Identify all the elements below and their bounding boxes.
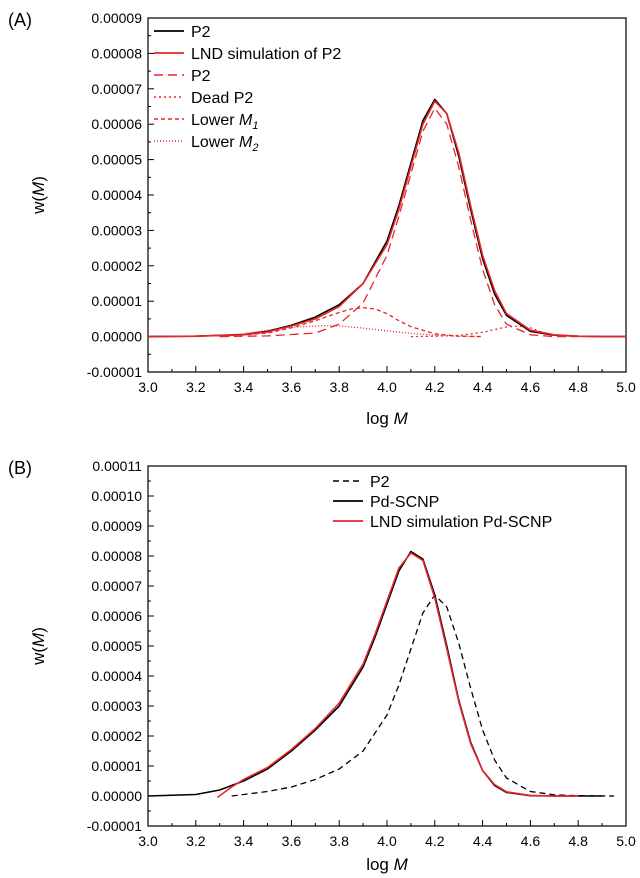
y-tick-label: 0.00010	[91, 488, 142, 504]
series-line-0	[231, 594, 615, 797]
x-axis-label: log M	[366, 409, 408, 428]
legend-label: LND simulation Pd-SCNP	[370, 514, 552, 531]
x-tick-label: 3.4	[234, 379, 254, 395]
panel-label: (A)	[8, 10, 32, 30]
series-line-3	[410, 325, 579, 338]
y-tick-label: 0.00003	[91, 222, 142, 238]
legend-label: Lower M1	[191, 112, 258, 132]
y-tick-label: 0.00000	[91, 329, 142, 345]
legend-label: Lower M2	[191, 134, 258, 154]
x-tick-label: 5.0	[616, 379, 636, 395]
x-tick-label: 3.2	[186, 379, 206, 395]
x-tick-label: 3.0	[138, 379, 158, 395]
y-tick-label: 0.00006	[91, 116, 142, 132]
y-tick-label: 0.00011	[92, 458, 142, 474]
y-tick-label: 0.00008	[91, 45, 142, 61]
y-tick-label: 0.00009	[91, 10, 142, 26]
x-tick-label: 3.6	[282, 379, 302, 395]
x-tick-label: 3.8	[329, 833, 349, 849]
legend-label: P2	[191, 24, 211, 41]
x-tick-label: 3.8	[329, 379, 349, 395]
x-tick-label: 5.0	[616, 833, 636, 849]
plot-frame	[147, 17, 627, 373]
y-tick-label: 0.00003	[91, 698, 142, 714]
series-line-5	[195, 324, 483, 338]
y-tick-label: 0.00006	[91, 608, 142, 624]
x-tick-label: 3.0	[138, 833, 158, 849]
y-tick-label: 0.00002	[91, 258, 142, 274]
y-tick-label: 0.00004	[91, 668, 142, 684]
x-tick-label: 3.2	[186, 833, 206, 849]
y-tick-label: 0.00001	[91, 293, 142, 309]
panel-label: (B)	[8, 458, 32, 478]
y-tick-label: 0.00001	[91, 758, 142, 774]
y-tick-label: 0.00007	[91, 578, 142, 594]
legend-label: P2	[191, 68, 211, 85]
y-tick-label: 0.00004	[91, 187, 142, 203]
x-tick-label: 4.8	[568, 379, 588, 395]
y-axis-label: w(M)	[29, 176, 48, 215]
x-tick-label: 4.2	[425, 379, 445, 395]
y-axis-label: w(M)	[29, 627, 48, 666]
x-tick-label: 4.0	[377, 379, 397, 395]
x-tick-label: 4.8	[568, 833, 588, 849]
x-tick-label: 4.4	[473, 833, 493, 849]
x-tick-label: 4.4	[473, 379, 493, 395]
x-tick-label: 4.6	[521, 833, 541, 849]
x-tick-label: 4.2	[425, 833, 445, 849]
series-line-2	[219, 107, 579, 338]
series-line-1	[148, 100, 626, 338]
x-tick-label: 4.6	[521, 379, 541, 395]
y-tick-label: 0.00007	[91, 81, 142, 97]
series-line-4	[219, 306, 483, 338]
x-tick-label: 4.0	[377, 833, 397, 849]
series-line-1	[148, 550, 603, 797]
y-tick-label: 0.00005	[91, 638, 142, 654]
legend-label: LND simulation of P2	[191, 46, 341, 63]
y-tick-label: 0.00008	[91, 548, 142, 564]
legend-label: Pd-SCNP	[370, 494, 439, 511]
legend-label: P2	[370, 474, 390, 491]
legend-label: Dead P2	[191, 90, 253, 107]
series-line-2	[216, 552, 579, 799]
y-tick-label: 0.00005	[91, 152, 142, 168]
panel-b: (B) 3.0 3.2 3.4 3.6 3.8 4.0 4.2 4.4 4.6 4.8 5.0 -0.0…	[8, 458, 636, 874]
x-tick-label: 3.4	[234, 833, 254, 849]
y-tick-label: -0.00001	[87, 818, 142, 834]
y-tick-label: 0.00009	[91, 518, 142, 534]
y-tick-label: 0.00002	[91, 728, 142, 744]
y-tick-label: 0.00000	[91, 788, 142, 804]
x-tick-label: 3.6	[282, 833, 302, 849]
y-tick-label: -0.00001	[87, 364, 142, 380]
x-axis-label: log M	[366, 855, 408, 874]
panel-a: (A) 3.0 3.2 3.4 3.6 3.8 4.0 4.2 4.4 4.6 4.8 5.0 -0.0…	[8, 10, 636, 428]
